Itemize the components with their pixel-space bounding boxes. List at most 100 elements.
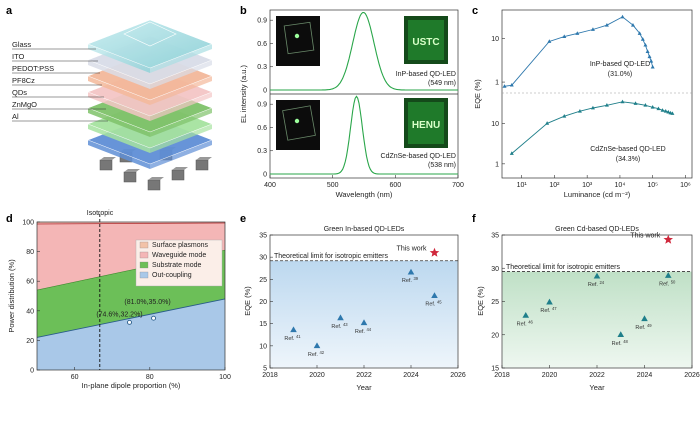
spectra-curves — [270, 12, 458, 175]
eqe-point — [645, 49, 650, 53]
highlight-point — [151, 315, 157, 321]
x-tick-label-d: 60 — [71, 374, 79, 381]
legend-swatch — [139, 251, 149, 259]
layer-label: QDs — [12, 88, 27, 97]
eqe-point — [590, 27, 595, 31]
layer-side-right-pfcz — [150, 92, 212, 121]
y-tick-label-d: 80 — [26, 249, 34, 256]
ref-label: Ref. 44 — [355, 327, 372, 335]
y-tick-label-b: 0.6 — [257, 125, 267, 132]
eqe-point — [509, 151, 514, 155]
y-tick-label: 20 — [491, 332, 499, 339]
y-tick-label: 15 — [491, 366, 499, 373]
ref-label: Ref. 45 — [425, 300, 442, 308]
axis-ticks-c: 1 10 1 10 10¹ 10² 10³ 10⁴ 10⁵ 10⁶ — [491, 36, 691, 189]
series-label-c-cdznse: CdZnSe-based QD-LED — [590, 146, 665, 153]
x-tick-label: 2022 — [356, 372, 372, 379]
highlight-point — [127, 319, 132, 325]
this-work-star-icon — [663, 234, 673, 244]
y-tick-label-d: 40 — [26, 308, 34, 315]
ref-number: 44 — [366, 327, 371, 332]
x-axis-label-b: Wavelength (nm) — [336, 190, 393, 199]
y-tick-label: 35 — [259, 233, 267, 240]
eqe-point — [502, 84, 507, 88]
eqe-point — [590, 105, 595, 110]
y-tick-label-b: 0 — [263, 88, 267, 95]
series-label-c-inp: InP-based QD-LED — [590, 61, 650, 68]
ref-label: Ref. 48 — [612, 339, 629, 347]
x-tick-label: 2020 — [309, 372, 325, 379]
y-axis-label-b: EL intensity (a.u.) — [239, 64, 248, 123]
this-work-label: This work — [630, 233, 660, 240]
y-tick-label: 5 — [263, 366, 267, 373]
panel-label-c: c — [472, 5, 478, 17]
x-axis-label-d: In-plane dipole proportion (%) — [82, 381, 181, 390]
eqe-point — [637, 31, 642, 35]
this-work-star-icon — [429, 247, 440, 257]
y-tick-label: 35 — [491, 233, 499, 240]
ref-label: Ref. 46 — [517, 319, 534, 327]
plot-frame-d — [36, 221, 226, 371]
isotropic-marker: (74.6%,32.2%) (81.0%,35.0%) — [96, 214, 171, 370]
x-tick-label: 2020 — [542, 372, 558, 379]
panel-label-a: a — [6, 5, 13, 17]
layer-side-qds — [88, 108, 150, 137]
data-point — [522, 311, 530, 318]
x-tick-label-b: 600 — [389, 182, 401, 189]
layer-glass — [87, 19, 213, 69]
layer-label: PEDOT:PSS — [12, 64, 54, 73]
ref-label: Ref. 41 — [284, 334, 301, 342]
eqe-point — [620, 14, 625, 19]
layer-side-right-ito — [150, 60, 212, 89]
legend-label: Surface plasmons — [152, 242, 209, 249]
below-limit-region — [502, 271, 692, 368]
chart-title-e: Green In-based QD-LEDs — [324, 226, 405, 233]
this-work-label: This work — [397, 246, 427, 253]
ref-number: 41 — [296, 334, 301, 339]
y-tick-label-d: 60 — [26, 279, 34, 286]
layer-labels: Glass ITO PEDOT:PSS PF8Cz QDs ZnMgO Al — [12, 40, 108, 122]
y-tick-label: 25 — [491, 299, 499, 306]
panel-label-f: f — [472, 213, 476, 225]
eqe-point — [575, 31, 580, 35]
eqe-point — [643, 42, 648, 47]
data-point — [641, 315, 648, 322]
series-sublabel-c-cdznse: (34.3%) — [616, 156, 641, 163]
panel-label-b: b — [240, 5, 247, 17]
al-cube-top — [172, 167, 188, 170]
chart-b-el-spectra: 0 0.3 0.6 0.9 0 0.3 0.6 0.9 400 500 600 700 USTC HE… — [239, 9, 464, 199]
eqe-point — [562, 34, 567, 38]
x-tick-label: 2026 — [684, 372, 700, 379]
panel-label-d: d — [6, 213, 13, 225]
below-limit-region — [270, 260, 458, 368]
x-tick-label-d: 100 — [219, 374, 231, 381]
eqe-curves — [502, 14, 675, 155]
layer-side-glass — [88, 44, 150, 73]
legend-label: Waveguide mode — [152, 252, 206, 259]
data-point — [593, 272, 601, 279]
layer-side-right-pedotpss — [150, 76, 212, 105]
al-cube-top — [196, 157, 212, 160]
x-axis-label-f: Year — [589, 383, 605, 392]
ref-label: Ref. 39 — [402, 276, 419, 284]
waveguide-boundary-line — [36, 222, 226, 225]
area-out-coupling — [37, 298, 225, 370]
eqe-point — [663, 108, 668, 113]
x-tick-label: 2024 — [403, 372, 419, 379]
x-tick-label-c: 10¹ — [517, 182, 528, 189]
chart-f-cd-based: Theoretical limit for isotropic emitters… — [476, 226, 700, 392]
x-tick-label: 2026 — [450, 372, 466, 379]
legend-swatch — [139, 261, 149, 269]
y-tick-label-d: 0 — [30, 368, 34, 375]
inset-text-henu: HENU — [412, 120, 440, 131]
eqe-point — [562, 114, 567, 118]
y-axis-label-d: Power distribution (%) — [7, 259, 16, 333]
eqe-point — [650, 64, 655, 69]
y-tick-label: 10 — [259, 343, 267, 350]
x-tick-label-c: 10⁵ — [647, 182, 658, 189]
layer-label: Glass — [12, 40, 31, 49]
y-tick-label-b: 0 — [263, 172, 267, 179]
y-tick-label-b: 0.9 — [257, 18, 267, 25]
ref-label: Ref. 50 — [659, 280, 676, 288]
